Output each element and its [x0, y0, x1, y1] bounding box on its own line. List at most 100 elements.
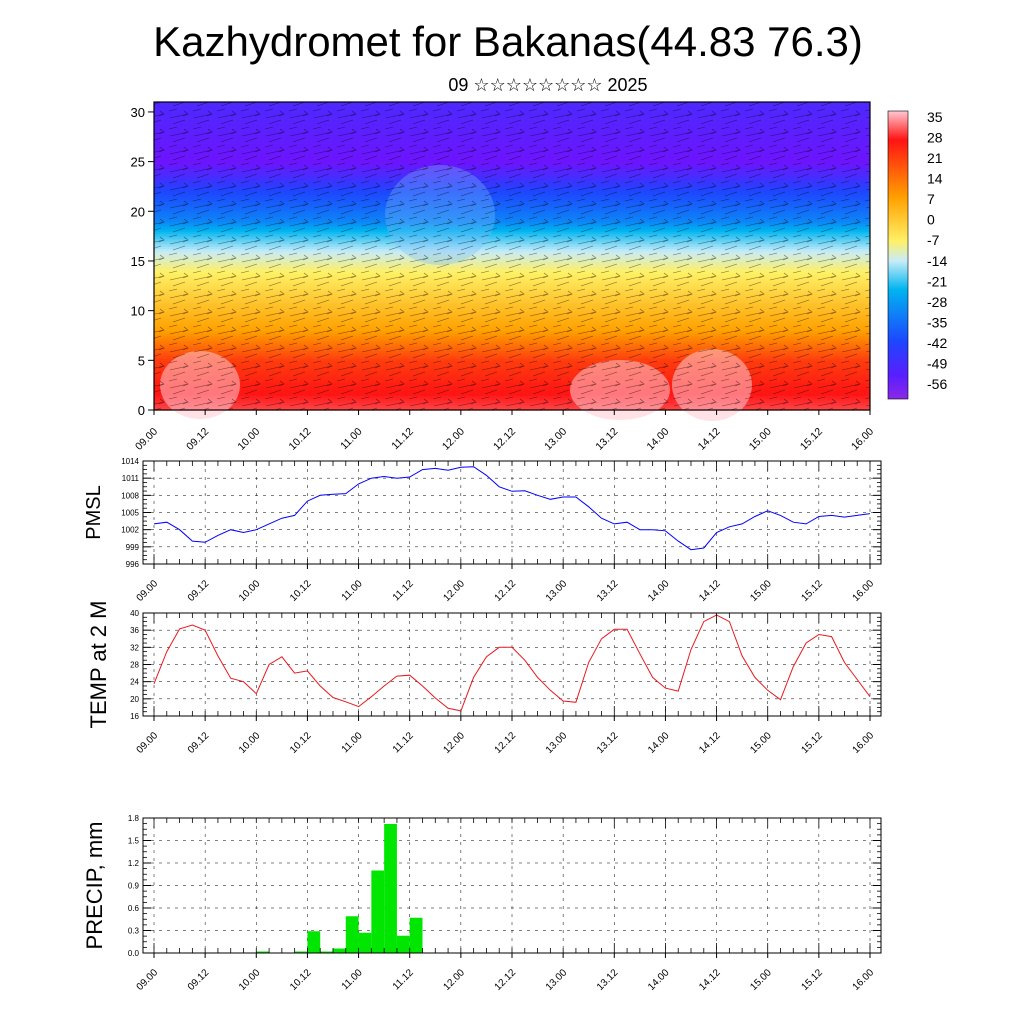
x-tick-label: 13.00: [544, 578, 570, 604]
x-tick-label: 14.12: [696, 426, 723, 453]
section-y-tick-label: 0: [138, 403, 145, 418]
x-tick-label: 12.12: [491, 426, 518, 453]
y-tick-label: 999: [126, 543, 140, 552]
x-tick-label: 10.12: [288, 967, 314, 993]
precip-bar: [396, 935, 410, 953]
pmsl-series-line: [153, 466, 871, 551]
x-tick-label: 13.12: [593, 426, 620, 453]
x-tick-label: 12.00: [442, 730, 468, 756]
wind-vectors: [154, 102, 870, 410]
x-tick-label: 09.00: [135, 967, 161, 993]
colorbar-label: 28: [927, 130, 943, 146]
y-tick-label: 996: [126, 560, 140, 569]
x-tick-label: 11.12: [391, 967, 416, 992]
temp-2m-ylabel: TEMP at 2 M: [86, 601, 111, 729]
y-tick-label: 1.5: [128, 837, 140, 846]
x-tick-label: 13.12: [595, 730, 621, 756]
section-y-axis: 0 5 10 15 20 25 30: [131, 105, 154, 418]
x-tick-label: 16.00: [851, 578, 877, 604]
precip-bar: [294, 951, 308, 953]
x-tick-label: 13.12: [595, 578, 621, 604]
x-tick-label: 10.00: [237, 578, 263, 604]
x-tick-label: 14.00: [646, 578, 672, 604]
x-tick-label: 13.00: [542, 426, 569, 453]
section-y-tick-label: 20: [131, 204, 145, 219]
y-tick-label: 1011: [122, 474, 140, 483]
y-tick-label: 40: [130, 609, 139, 618]
x-tick-label: 09.12: [186, 730, 212, 756]
y-tick-label: 0.6: [128, 904, 140, 913]
x-tick-label: 10.12: [286, 426, 313, 453]
precip-bar: [358, 932, 372, 953]
precip-panel: 0.0 0.3 0.6 0.9 1.2 1.5 1.8 09.00 09.12 10.00 10.1…: [82, 814, 882, 993]
colorbar-label: -28: [927, 294, 947, 310]
y-tick-label: 1.8: [128, 814, 140, 823]
pmsl-ylabel: PMSL: [83, 485, 105, 539]
x-tick-label: 16.00: [849, 426, 876, 453]
precip-bar: [307, 931, 321, 953]
y-tick-label: 1008: [121, 491, 139, 500]
precip-bar: [409, 917, 423, 953]
colorbar-label: -42: [927, 335, 947, 351]
x-tick-label: 16.00: [851, 730, 877, 756]
section-y-tick-label: 25: [131, 155, 145, 170]
section-y-tick-label: 5: [138, 353, 145, 368]
y-tick-label: 1014: [121, 457, 139, 466]
x-tick-label: 11.00: [340, 578, 365, 603]
x-tick-label: 11.12: [391, 730, 416, 755]
y-tick-label: 1002: [121, 526, 139, 535]
y-tick-label: 32: [130, 643, 139, 652]
section-y-tick-label: 30: [131, 105, 145, 120]
x-tick-label: 12.00: [442, 578, 468, 604]
temp-2m-series-line: [153, 614, 871, 712]
x-tick-label: 11.12: [391, 578, 416, 603]
colorbar-label: -21: [927, 273, 947, 289]
colorbar-label: -7: [927, 232, 940, 248]
x-tick-label: 12.00: [442, 967, 468, 993]
x-tick-label: 15.12: [800, 967, 826, 993]
x-tick-label: 15.00: [748, 730, 774, 756]
precip-bar: [384, 824, 397, 953]
x-tick-label: 13.00: [544, 730, 570, 756]
x-tick-label: 10.00: [237, 730, 263, 756]
x-tick-label: 09.00: [135, 578, 161, 604]
x-tick-label: 09.12: [184, 426, 211, 453]
x-tick-label: 09.00: [133, 426, 160, 453]
x-tick-label: 13.00: [544, 967, 570, 993]
x-tick-label: 09.12: [186, 967, 212, 993]
y-tick-label: 1.2: [128, 859, 140, 868]
x-tick-label: 12.12: [493, 967, 519, 993]
x-tick-label: 14.12: [697, 730, 723, 756]
temp-panel: 16 20 24 28 32 36 40 09.00 09.12 10.00 10.12 11.00 1…: [86, 601, 882, 756]
chart-title: Kazhydromet for Bakanas(44.83 76.3): [153, 18, 863, 65]
colorbar-label: 35: [927, 109, 943, 125]
colorbar-label: -14: [927, 253, 947, 269]
colorbar-ramp: [887, 110, 909, 400]
y-tick-label: 28: [130, 661, 139, 670]
y-tick-label: 0.3: [128, 927, 140, 936]
section-x-axis: 09.00 09.12 10.00 10.12 11.00 11.12 12.00 12.12…: [133, 410, 876, 453]
colorbar-label: 0: [927, 212, 935, 228]
x-tick-label: 09.00: [135, 730, 161, 756]
x-tick-label: 16.00: [851, 967, 877, 993]
x-tick-label: 10.12: [288, 730, 314, 756]
section-panel: 0 5 10 15 20 25 30 09.00 09.12 10.00 10.12 11.00 11…: [131, 101, 876, 453]
y-tick-label: 20: [130, 695, 139, 704]
y-tick-label: 1005: [121, 509, 139, 518]
colorbar-label: -56: [927, 376, 947, 392]
colorbar-label: -49: [927, 355, 947, 371]
x-tick-label: 10.00: [237, 967, 263, 993]
x-tick-label: 10.00: [235, 426, 262, 453]
x-tick-label: 12.12: [493, 578, 519, 604]
precip-bar: [345, 916, 359, 953]
x-tick-label: 14.00: [646, 730, 672, 756]
colorbar-label: 21: [927, 150, 943, 166]
precip-bar: [320, 951, 333, 953]
x-tick-label: 14.12: [697, 578, 723, 604]
x-tick-label: 15.00: [748, 578, 774, 604]
x-tick-label: 12.00: [440, 426, 467, 453]
x-tick-label: 15.12: [800, 730, 826, 756]
x-tick-label: 11.00: [340, 730, 365, 755]
y-tick-label: 16: [130, 712, 139, 721]
